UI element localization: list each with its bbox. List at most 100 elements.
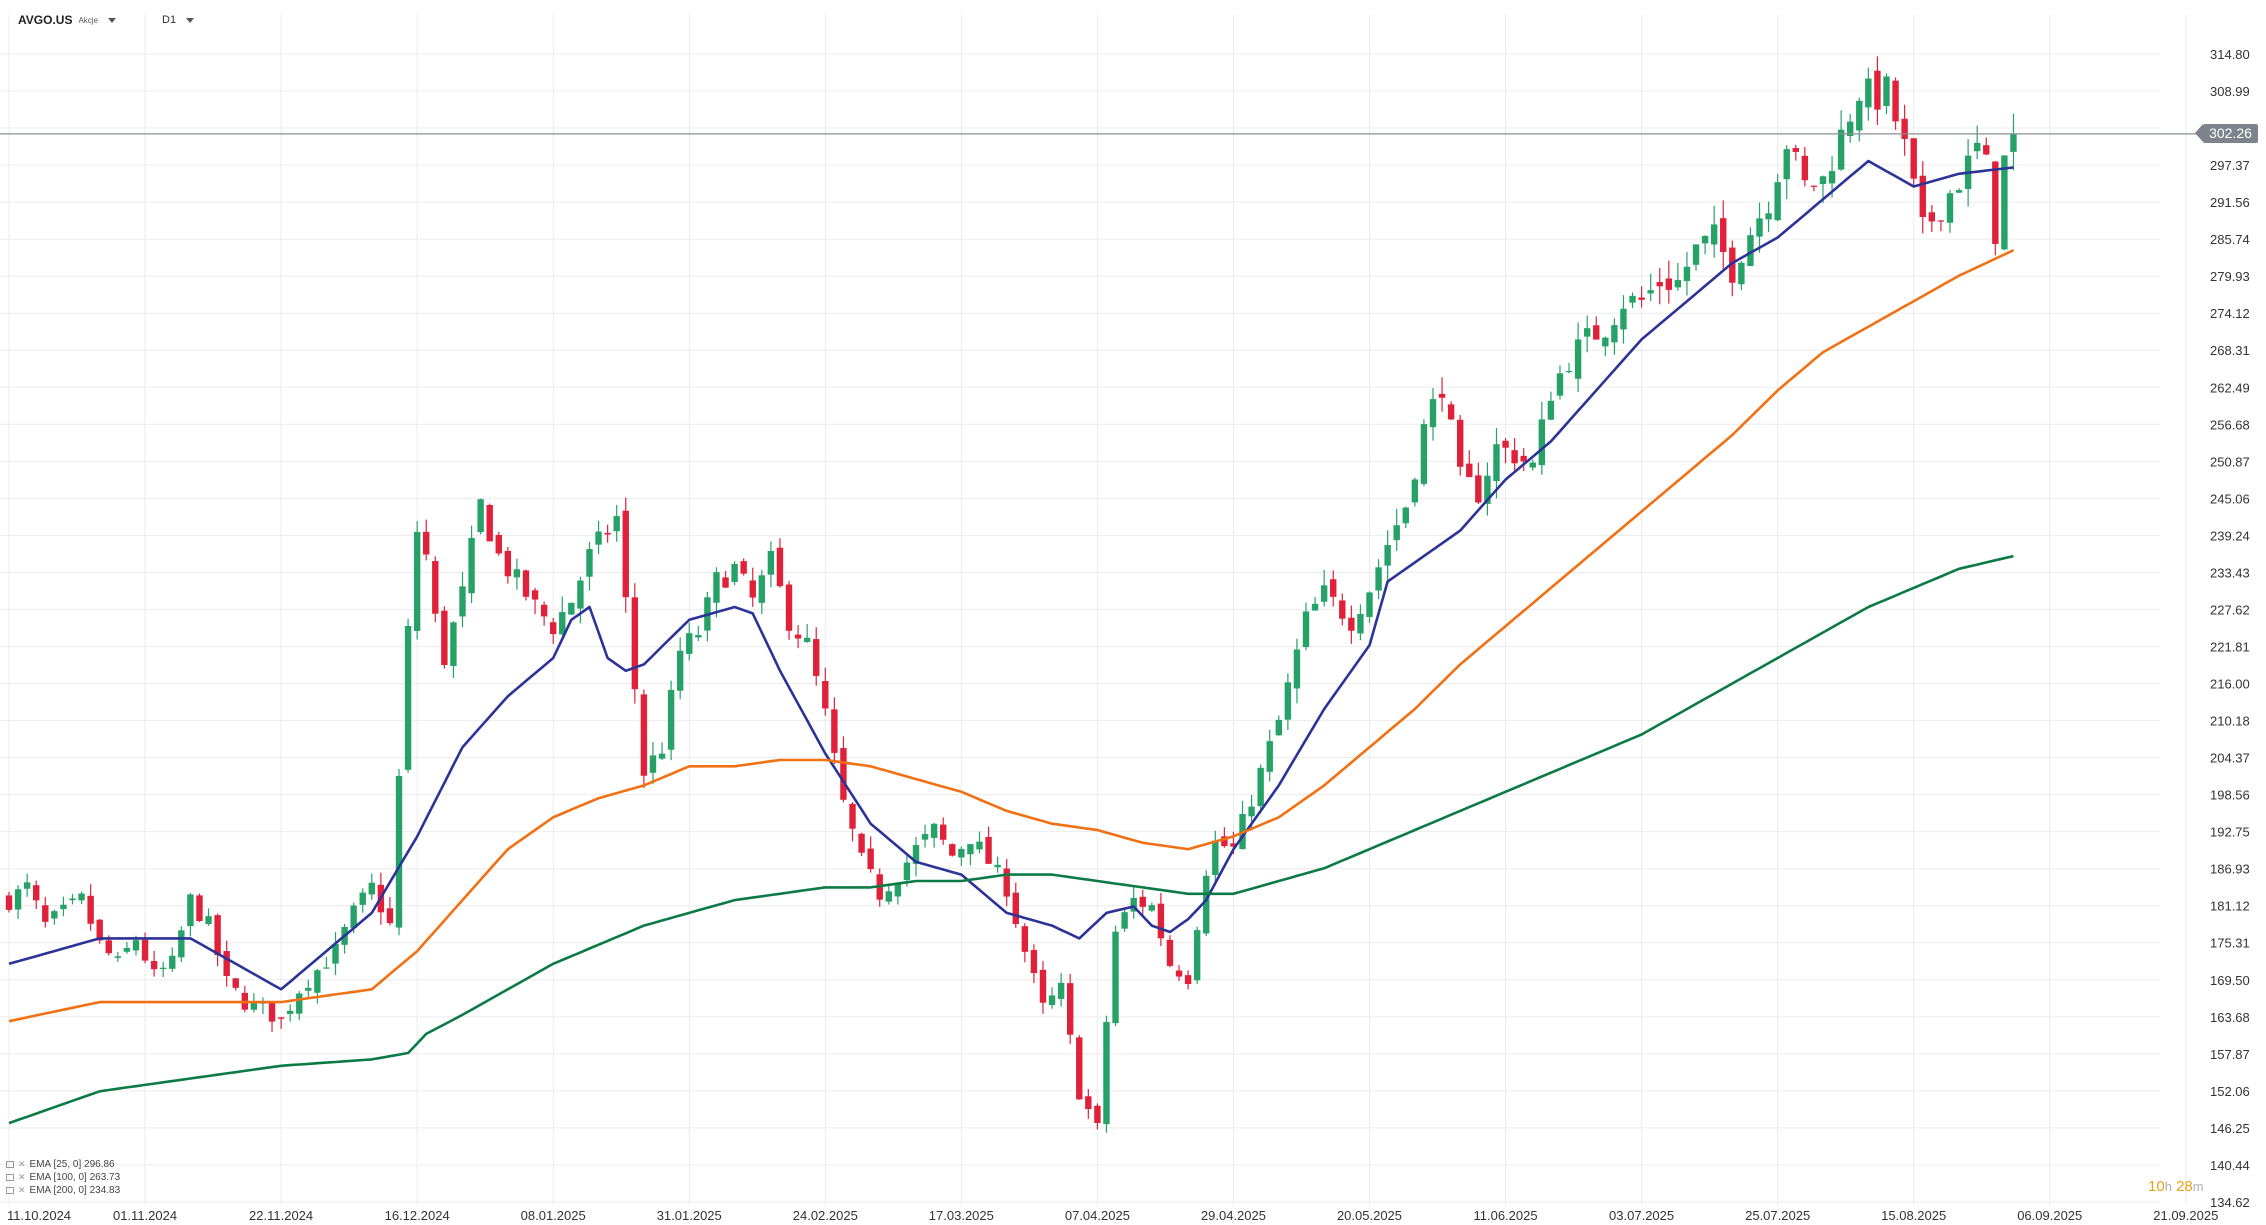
candle <box>1148 902 1156 913</box>
candle-body <box>33 885 40 901</box>
candle-body <box>1946 193 1954 223</box>
y-tick-label: 279.93 <box>2210 269 2250 284</box>
candle <box>1003 858 1010 907</box>
candle-body <box>1638 297 1645 300</box>
candle-body <box>921 834 929 840</box>
legend-item-ema25[interactable]: ✕ EMA [25, 0] 296.86 <box>6 1158 120 1171</box>
x-tick-label: 01.11.2024 <box>113 1208 177 1223</box>
candle <box>1139 889 1146 915</box>
candle-body <box>985 836 992 864</box>
candle <box>42 896 49 928</box>
candle-body <box>1701 235 1709 244</box>
candle <box>214 913 221 967</box>
candle <box>1348 605 1355 644</box>
candle <box>123 941 131 954</box>
candle-body <box>1447 404 1455 420</box>
candle <box>1402 506 1409 529</box>
candle-body <box>1756 218 1763 237</box>
x-tick-label: 08.01.2025 <box>521 1208 586 1223</box>
candle-body <box>1765 213 1772 220</box>
candle <box>1076 1035 1083 1100</box>
candle-body <box>686 633 693 654</box>
candle <box>577 576 584 624</box>
symbol-label[interactable]: AVGO.US <box>18 13 73 27</box>
timeframe-label[interactable]: D1 <box>162 14 177 26</box>
candle-body <box>1130 897 1137 912</box>
candle-body <box>1094 1105 1101 1123</box>
candle <box>568 602 575 615</box>
candle <box>1012 882 1019 928</box>
y-tick-label: 210.18 <box>2210 714 2250 729</box>
candle <box>1856 97 1863 142</box>
candle-body <box>1801 155 1809 181</box>
candle-body <box>803 637 811 643</box>
legend-item-ema200[interactable]: ✕ EMA [200, 0] 234.83 <box>6 1184 120 1197</box>
legend-label: EMA [100, 0] 263.73 <box>29 1172 121 1183</box>
candle <box>150 950 158 977</box>
symbol-dropdown-icon[interactable] <box>108 17 117 23</box>
candle <box>1293 638 1301 704</box>
remove-icon[interactable]: ✕ <box>18 1159 26 1169</box>
candle <box>1466 450 1473 478</box>
candle <box>1747 227 1754 267</box>
candle <box>1311 596 1319 611</box>
indicator-settings-icon[interactable] <box>6 1161 14 1168</box>
candle <box>722 571 729 588</box>
candle-body <box>404 626 412 770</box>
candle <box>1674 262 1682 291</box>
candle-body <box>967 844 974 855</box>
candle-body <box>1729 247 1736 283</box>
candle <box>1720 200 1727 270</box>
candle-body <box>23 882 31 889</box>
candle <box>921 824 929 848</box>
candle <box>232 978 239 991</box>
timeframe-dropdown-icon[interactable] <box>186 17 195 23</box>
candle <box>268 1001 276 1033</box>
candle <box>1801 147 1809 187</box>
candle <box>785 581 793 640</box>
legend-item-ema100[interactable]: ✕ EMA [100, 0] 263.73 <box>6 1171 120 1184</box>
candle <box>60 896 67 917</box>
candle <box>686 622 693 661</box>
x-tick-label: 06.09.2025 <box>2017 1208 2082 1223</box>
candle-body <box>631 597 639 690</box>
candle-body <box>1828 171 1836 184</box>
remove-icon[interactable]: ✕ <box>18 1185 26 1195</box>
candle <box>1021 923 1029 963</box>
chart-header: AVGO.US Akcje D1 <box>18 10 195 30</box>
candle-body <box>858 833 865 853</box>
candle <box>486 503 493 542</box>
candle <box>1066 973 1074 1045</box>
candle <box>649 741 657 784</box>
x-tick-label: 07.04.2025 <box>1065 1208 1130 1223</box>
candle <box>332 932 339 976</box>
remove-icon[interactable]: ✕ <box>18 1172 26 1182</box>
candle <box>1048 987 1056 1009</box>
candle-body <box>976 841 983 850</box>
indicator-settings-icon[interactable] <box>6 1174 14 1181</box>
y-tick-label: 285.74 <box>2210 232 2250 247</box>
candle <box>468 525 475 604</box>
candle <box>1330 570 1337 607</box>
candle-body <box>60 904 67 910</box>
candle <box>1203 870 1210 937</box>
candle-body <box>1538 419 1546 466</box>
candle-body <box>785 584 793 631</box>
candle-body <box>1529 462 1536 468</box>
indicator-settings-icon[interactable] <box>6 1187 14 1194</box>
candle-body <box>1874 70 1881 110</box>
y-tick-label: 140.44 <box>2210 1158 2250 1173</box>
candle <box>33 880 40 910</box>
candle-body <box>1330 579 1337 597</box>
candle-body <box>1420 424 1428 484</box>
candle-body <box>540 604 548 617</box>
candle-body <box>2010 133 2017 152</box>
candle <box>940 817 947 845</box>
candle <box>1919 161 1926 234</box>
candle-body <box>640 694 648 776</box>
candle-body <box>477 499 484 533</box>
candle-body <box>1847 121 1854 136</box>
candle <box>794 625 802 649</box>
candle <box>1103 1015 1110 1133</box>
